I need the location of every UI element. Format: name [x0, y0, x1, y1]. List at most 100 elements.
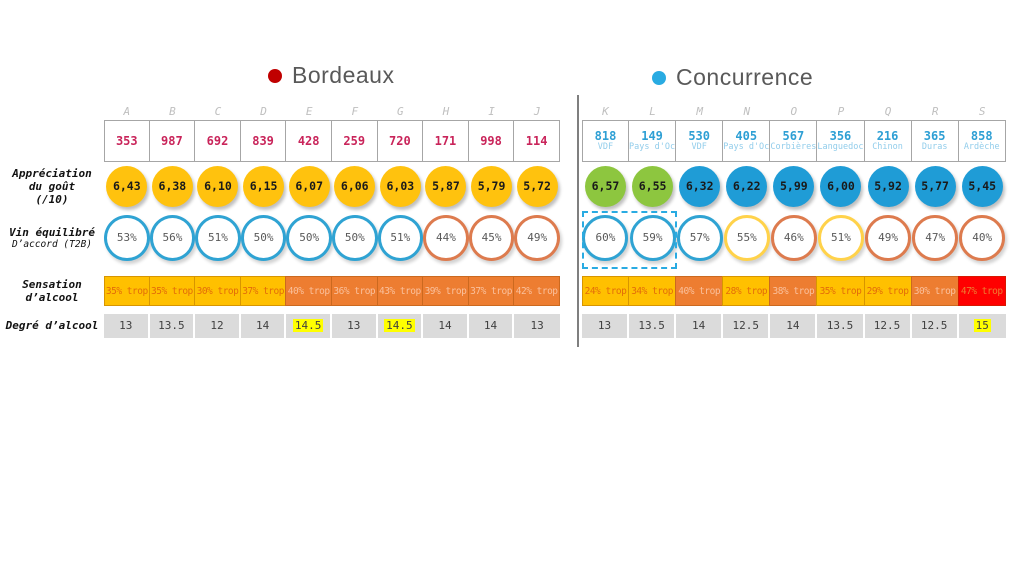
wine-column: S 858 Ardèche 5,45 40% 47% trop 15 [957, 104, 1006, 338]
row-labels-column: Appréciation du goût (/10) Vin équilibré… [0, 104, 104, 338]
alcohol-sensation-cell: 40% trop [285, 276, 332, 306]
alcohol-sensation-cell: 28% trop [722, 276, 771, 306]
group-divider-line [577, 95, 579, 347]
alcohol-degree-value: 15 [973, 319, 991, 332]
alcohol-degree-value: 13 [119, 319, 133, 332]
balanced-row-cell: 55% [723, 210, 770, 266]
wine-column: O 567 Corbières 5,99 46% 38% trop 14 [769, 104, 818, 338]
code-box: 365 Duras [910, 120, 959, 162]
wine-column: H 171 5,87 44% 39% trop 14 [422, 104, 469, 338]
alcohol-degree-cell: 12.5 [723, 314, 771, 338]
code-box: 692 [194, 120, 241, 162]
alcohol-sensation-cell: 42% trop [513, 276, 560, 306]
balanced-row-cell: 46% [770, 210, 817, 266]
taste-score-circle: 5,79 [471, 165, 513, 207]
taste-score-circle: 5,87 [425, 165, 467, 207]
alcohol-sensation-cell: 37% trop [467, 276, 515, 306]
balanced-percent-circle: 50% [286, 215, 332, 261]
wine-column: L 149 Pays d'Oc 6,55 59% 34% trop 13.5 [628, 104, 677, 338]
balanced-row-cell: 51% [195, 210, 241, 266]
sensation-row-label: Sensation d’alcool [0, 276, 104, 306]
taste-score-circle: 6,55 [632, 165, 674, 207]
taste-score-circle: 6,10 [197, 165, 239, 207]
balanced-percent-circle: 46% [770, 215, 817, 261]
code-value: 720 [389, 133, 411, 148]
wine-column: K 818 VDF 6,57 60% 24% trop 13 [581, 104, 630, 338]
taste-label-line1: Appréciation [12, 166, 92, 180]
taste-row-cell: 5,72 [514, 162, 560, 210]
taste-score-circle: 6,07 [288, 165, 330, 207]
taste-row-cell: 6,57 [582, 162, 629, 210]
alcohol-degree-value: 13 [530, 319, 544, 332]
taste-row-cell: 5,45 [959, 162, 1006, 210]
bordeaux-columns-group: A 353 6,43 53% 35% trop 13 B 987 6,38 56… [104, 104, 560, 338]
code-value: 171 [434, 133, 457, 148]
column-letter: P [837, 105, 845, 118]
region-label: VDF [691, 141, 707, 152]
top-performers-highlight-box [582, 211, 677, 269]
balanced-percent-circle: 47% [912, 215, 959, 261]
alcohol-degree-cell: 14 [468, 314, 515, 338]
legend-concurrence: Concurrence [652, 64, 813, 91]
alcohol-degree-value: 13 [597, 319, 612, 332]
wine-column: A 353 6,43 53% 35% trop 13 [104, 104, 150, 338]
alcohol-sensation-cell: 43% trop [376, 276, 424, 306]
alcohol-degree-value: 13.5 [158, 319, 185, 332]
alcohol-degree-cell: 13 [331, 314, 378, 338]
degree-row-label: Degré d’alcool [5, 319, 99, 332]
code-box: 149 Pays d'Oc [628, 120, 677, 162]
alcohol-degree-value: 12 [210, 319, 224, 332]
taste-score-circle: 6,22 [726, 165, 768, 207]
column-letter: G [397, 105, 404, 118]
alcohol-degree-cell: 13.5 [149, 314, 196, 338]
balanced-percent-circle: 60% [582, 215, 629, 261]
balanced-row-cell: 49% [514, 210, 560, 266]
column-letter: L [649, 105, 656, 118]
balanced-label-sub: D’accord (T2B) [11, 238, 93, 250]
wine-column: D 839 6,15 50% 37% trop 14 [239, 104, 287, 338]
alcohol-sensation-cell: 39% trop [422, 276, 469, 306]
alcohol-degree-cell: 13 [514, 314, 560, 338]
balanced-percent-circle: 49% [865, 215, 912, 261]
code-value: 428 [297, 133, 320, 148]
code-value: 987 [161, 133, 183, 148]
column-letter: N [743, 105, 751, 118]
alcohol-degree-value: 13 [347, 319, 361, 332]
code-value: 405 [735, 128, 758, 143]
balanced-label-main: Vin équilibré [8, 225, 96, 239]
balanced-row-cell: 50% [286, 210, 332, 266]
balanced-percent-circle: 51% [377, 215, 424, 261]
code-value: 839 [252, 133, 274, 148]
balanced-row-cell: 59% [629, 210, 676, 266]
taste-score-circle: 6,32 [679, 165, 721, 207]
code-value: 259 [343, 133, 366, 148]
taste-row-cell: 5,79 [469, 162, 515, 210]
taste-score-circle: 6,43 [106, 165, 148, 207]
balanced-percent-circle: 57% [676, 215, 723, 261]
balanced-percent-circle: 40% [959, 215, 1006, 261]
balanced-row-cell: 51% [377, 210, 424, 266]
region-label: Languedoc [817, 141, 864, 152]
alcohol-sensation-cell: 30% trop [910, 276, 959, 306]
code-box: 216 Chinon [863, 120, 912, 162]
code-box: 171 [422, 120, 469, 162]
code-value: 353 [115, 133, 138, 148]
column-letter: E [305, 105, 313, 118]
wine-column: E 428 6,07 50% 40% trop 14.5 [285, 104, 332, 338]
alcohol-degree-cell: 14.5 [377, 314, 424, 338]
label-spacer [0, 104, 104, 162]
alcohol-degree-value: 14 [255, 319, 270, 332]
balanced-row-cell: 53% [104, 210, 150, 266]
column-letter: C [214, 105, 222, 118]
code-box: 567 Corbières [769, 120, 818, 162]
balanced-percent-circle: 44% [423, 215, 469, 261]
code-value: 567 [782, 128, 805, 143]
balanced-row-cell: 60% [582, 210, 629, 266]
alcohol-degree-value: 14 [692, 319, 706, 332]
balanced-percent-circle: 55% [723, 215, 770, 261]
balanced-row-cell: 50% [240, 210, 287, 266]
code-value: 149 [641, 128, 663, 143]
taste-score-circle: 6,57 [584, 165, 626, 207]
code-box: 720 [376, 120, 424, 162]
